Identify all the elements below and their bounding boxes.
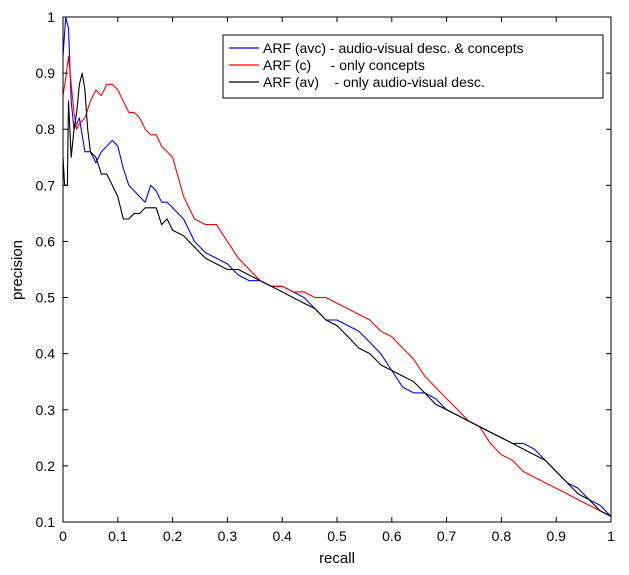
y-tick-label: 1 — [47, 9, 55, 25]
x-tick-label: 0.1 — [108, 528, 128, 544]
series-layer — [63, 17, 611, 517]
x-tick-label: 0.2 — [163, 528, 183, 544]
y-tick-label: 0.8 — [36, 121, 56, 137]
legend-label-2: ARF (av) - only audio-visual desc. — [263, 74, 485, 90]
y-tick-label: 0.6 — [36, 233, 56, 249]
ticks-layer: 0 0.1 0.2 0.3 0.4 0.5 0.6 0.7 0.8 0.9 10.10.20.30.… — [36, 9, 616, 544]
y-tick-label: 0.3 — [36, 402, 56, 418]
x-tick-label: 0.6 — [382, 528, 402, 544]
x-tick-label: 0.5 — [327, 528, 347, 544]
x-tick-label: 0.9 — [546, 528, 566, 544]
series-line-1 — [63, 55, 611, 517]
x-tick-label: 0.4 — [272, 528, 292, 544]
x-tick-label: 0 — [59, 528, 67, 544]
y-tick-label: 0.2 — [36, 458, 56, 474]
x-axis-label: recall — [319, 550, 355, 567]
x-tick-label: 0.3 — [218, 528, 238, 544]
x-tick-label: 0.8 — [492, 528, 512, 544]
series-line-2 — [63, 72, 611, 517]
y-tick-label: 0.4 — [36, 346, 56, 362]
y-tick-label: 0.7 — [36, 177, 56, 193]
legend-label-1: ARF (c) - only concepts — [263, 57, 425, 73]
y-axis-label: precision — [9, 240, 26, 300]
legend: ARF (avc) - audio-visual desc. & concept… — [222, 34, 604, 99]
y-tick-label: 0.9 — [36, 65, 56, 81]
legend-box — [222, 34, 604, 99]
y-tick-label: 0.5 — [36, 290, 56, 306]
y-tick-label: 0.1 — [36, 514, 56, 530]
x-tick-label: 0.7 — [437, 528, 457, 544]
legend-label-0: ARF (avc) - audio-visual desc. & concept… — [263, 40, 524, 56]
x-tick-label: 1 — [607, 528, 615, 544]
